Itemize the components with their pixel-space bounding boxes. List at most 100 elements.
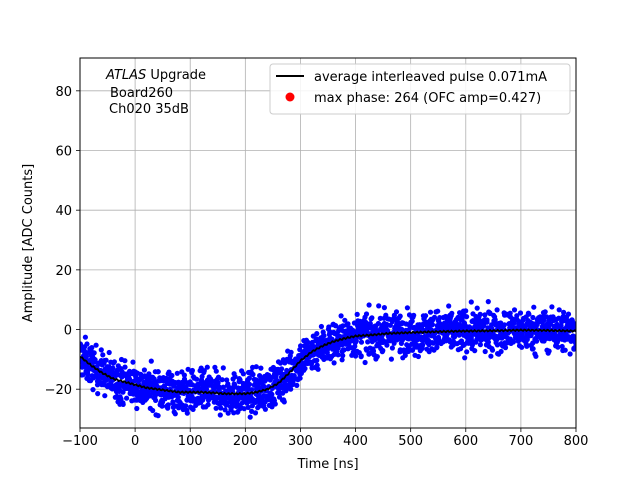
scatter-point — [511, 307, 518, 313]
average-pulse-line — [80, 328, 576, 396]
atlas-annotation: ATLAS Upgrade Board260 Ch020 35dB — [105, 68, 206, 117]
scatter-point — [272, 401, 278, 407]
plot-frame — [79, 57, 577, 429]
scatter-point — [175, 394, 181, 400]
scatter-point — [181, 372, 187, 378]
scatter-point — [534, 338, 540, 344]
scatter-point — [397, 313, 403, 319]
scatter-point — [103, 357, 109, 363]
scatter-point — [573, 343, 576, 349]
scatter-point — [169, 372, 175, 379]
scatter-point — [489, 347, 496, 353]
scatter-point — [165, 402, 171, 408]
scatter-point — [297, 375, 303, 381]
scatter-point — [80, 372, 86, 378]
scatter-point — [153, 397, 159, 403]
scatter-point — [98, 347, 104, 353]
x-tick-label: 600 — [453, 434, 478, 449]
scatter-point — [562, 347, 568, 353]
scatter-point — [225, 410, 231, 416]
scatter-point — [353, 353, 359, 359]
scatter-point — [190, 406, 196, 412]
scatter-point — [376, 303, 382, 309]
scatter-point — [273, 372, 279, 378]
x-tick-label: −100 — [62, 434, 98, 449]
scatter-point — [524, 343, 530, 349]
scatter-point — [318, 323, 324, 330]
scatter-point — [446, 303, 452, 309]
scatter-point — [224, 400, 230, 406]
scatter-point — [124, 395, 130, 401]
scatter-point — [237, 377, 243, 383]
scatter-point — [246, 375, 252, 381]
scatter-point — [380, 347, 386, 354]
scatter-point — [82, 334, 88, 340]
scatter-point — [302, 365, 308, 372]
scatter-point — [494, 307, 500, 313]
scatter-point — [345, 321, 351, 327]
scatter-point — [526, 311, 532, 317]
scatter-point — [288, 386, 294, 392]
scatter-point — [85, 371, 91, 377]
scatter-point — [519, 344, 525, 350]
x-tick-label: 200 — [233, 434, 258, 449]
scatter-point — [482, 312, 488, 318]
scatter-point — [220, 384, 226, 390]
average-line — [80, 328, 576, 396]
scatter-point — [102, 393, 108, 399]
scatter-point — [423, 313, 429, 319]
scatter-point — [314, 362, 320, 368]
scatter-point — [249, 387, 255, 393]
scatter-point — [215, 380, 221, 386]
annotation-channel: Ch020 35dB — [109, 102, 189, 117]
scatter-point — [339, 357, 345, 363]
scatter-point — [185, 366, 191, 372]
scatter-point — [93, 342, 99, 348]
scatter-point — [141, 367, 147, 373]
legend-marker-swatch — [285, 92, 295, 102]
scatter-point — [91, 350, 97, 356]
scatter-point — [219, 377, 225, 383]
scatter-point — [510, 339, 516, 345]
scatter-point — [279, 366, 285, 372]
scatter-point — [172, 411, 178, 417]
scatter-point — [305, 339, 311, 345]
scatter-point — [174, 370, 180, 376]
scatter-point — [514, 313, 520, 319]
scatter-point — [199, 373, 205, 380]
scatter-point — [148, 358, 154, 364]
scatter-point — [281, 399, 287, 405]
scatter-point — [218, 405, 224, 411]
scatter-point — [183, 384, 189, 390]
scatter-points — [80, 299, 576, 420]
scatter-point — [84, 341, 90, 347]
y-tick-label: 60 — [55, 145, 72, 160]
scatter-point — [204, 364, 210, 370]
scatter-point — [331, 360, 337, 366]
scatter-point — [501, 322, 507, 328]
x-axis-label: Time [ns] — [296, 457, 358, 472]
scatter-point — [288, 349, 294, 355]
plot-area — [80, 58, 576, 428]
scatter-point — [406, 327, 412, 333]
scatter-point — [409, 318, 415, 324]
scatter-point — [194, 376, 200, 382]
scatter-point — [224, 377, 230, 383]
scatter-point — [565, 311, 572, 317]
scatter-point — [481, 322, 487, 329]
scatter-point — [89, 345, 95, 351]
scatter-point — [498, 348, 504, 355]
annotation-line-1: ATLAS Upgrade — [105, 68, 206, 83]
scatter-point — [354, 311, 360, 317]
scatter-point — [222, 407, 228, 413]
scatter-point — [572, 335, 576, 341]
scatter-point — [315, 366, 321, 372]
scatter-point — [427, 309, 434, 315]
scatter-point — [468, 299, 474, 305]
scatter-point — [370, 348, 377, 354]
scatter-point — [284, 367, 290, 374]
scatter-point — [484, 319, 490, 325]
scatter-point — [458, 338, 465, 344]
scatter-point — [464, 314, 470, 320]
